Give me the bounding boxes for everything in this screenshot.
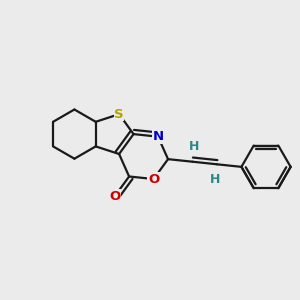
Text: N: N [152,130,164,143]
Text: S: S [114,108,124,121]
Text: H: H [210,173,220,186]
Text: O: O [109,190,120,203]
Text: O: O [148,172,159,185]
Text: H: H [189,140,199,153]
